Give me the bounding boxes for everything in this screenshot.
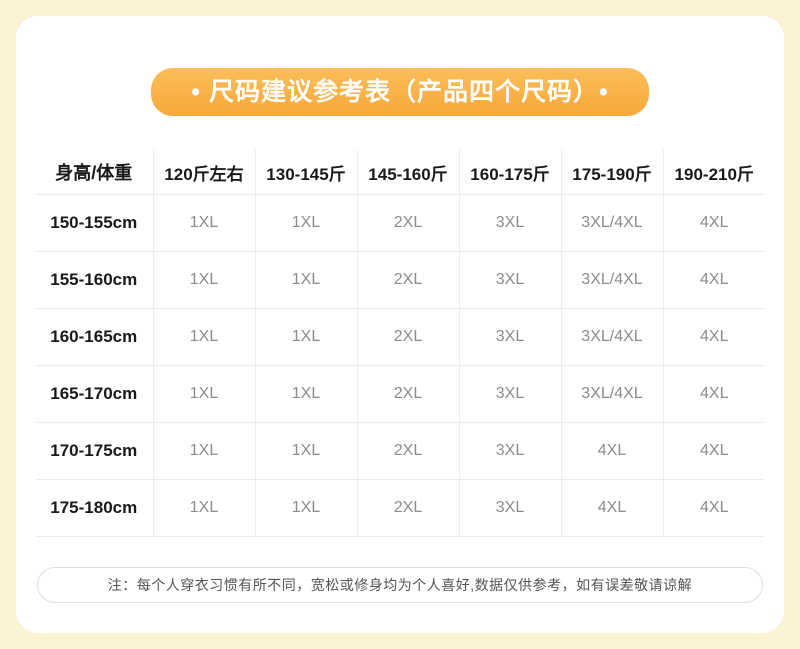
size-cell: 3XL [458,365,562,423]
table-row: 175-180cm 1XL 1XL 2XL 3XL 4XL 4XL [35,479,765,537]
size-cell: 4XL [560,479,664,537]
footnote-text: 注：每个人穿衣习惯有所不同，宽松或修身均为个人喜好,数据仅供参考，如有误差敬请谅… [107,577,693,593]
size-cell: 4XL [662,479,765,537]
size-cell: 3XL/4XL [560,308,664,366]
size-cell: 2XL [356,365,460,423]
column-header: 160-175斤 [458,150,562,195]
size-cell: 1XL [152,194,256,252]
size-cell: 1XL [152,365,256,423]
size-cell: 4XL [662,251,765,309]
size-cell: 3XL [458,422,562,480]
size-cell: 1XL [152,422,256,480]
table-row: 170-175cm 1XL 1XL 2XL 3XL 4XL 4XL [35,422,765,480]
size-cell: 3XL/4XL [560,251,664,309]
size-cell: 2XL [356,422,460,480]
size-cell: 3XL [458,308,562,366]
size-cell: 1XL [254,479,358,537]
table-row: 165-170cm 1XL 1XL 2XL 3XL 3XL/4XL 4XL [35,365,765,423]
size-cell: 4XL [662,194,765,252]
size-cell: 1XL [254,251,358,309]
row-label: 155-160cm [35,251,154,309]
size-cell: 4XL [662,422,765,480]
table-row: 160-165cm 1XL 1XL 2XL 3XL 3XL/4XL 4XL [35,308,765,366]
column-header: 145-160斤 [356,150,460,195]
page-title: • 尺码建议参考表（产品四个尺码）• [191,78,609,106]
title-banner: • 尺码建议参考表（产品四个尺码）• [151,68,649,116]
size-cell: 1XL [254,422,358,480]
size-cell: 4XL [560,422,664,480]
column-header-height-weight: 身高/体重 [35,150,154,195]
size-cell: 3XL/4XL [560,194,664,252]
header-row: 身高/体重 120斤左右 130-145斤 145-160斤 160-175斤 … [35,150,765,195]
size-chart-table: 身高/体重 120斤左右 130-145斤 145-160斤 160-175斤 … [35,150,765,537]
footnote: 注：每个人穿衣习惯有所不同，宽松或修身均为个人喜好,数据仅供参考，如有误差敬请谅… [37,567,763,603]
row-label: 160-165cm [35,308,154,366]
row-label: 165-170cm [35,365,154,423]
column-header: 130-145斤 [254,150,358,195]
size-cell: 3XL [458,194,562,252]
size-cell: 1XL [152,251,256,309]
size-cell: 1XL [152,308,256,366]
row-label: 150-155cm [35,194,154,252]
size-cell: 4XL [662,308,765,366]
column-header: 190-210斤 [662,150,765,195]
size-cell: 2XL [356,194,460,252]
row-label: 175-180cm [35,479,154,537]
size-cell: 3XL [458,251,562,309]
table-row: 150-155cm 1XL 1XL 2XL 3XL 3XL/4XL 4XL [35,194,765,252]
size-cell: 3XL/4XL [560,365,664,423]
size-cell: 2XL [356,479,460,537]
size-cell: 4XL [662,365,765,423]
content-card: • 尺码建议参考表（产品四个尺码）• 身高/体重 120斤左右 130-145斤… [16,16,784,633]
row-label: 170-175cm [35,422,154,480]
table-row: 155-160cm 1XL 1XL 2XL 3XL 3XL/4XL 4XL [35,251,765,309]
column-header: 175-190斤 [560,150,664,195]
size-cell: 2XL [356,251,460,309]
size-cell: 1XL [254,365,358,423]
size-cell: 2XL [356,308,460,366]
size-cell: 1XL [254,194,358,252]
size-cell: 1XL [152,479,256,537]
size-cell: 1XL [254,308,358,366]
column-header: 120斤左右 [152,150,256,195]
size-cell: 3XL [458,479,562,537]
